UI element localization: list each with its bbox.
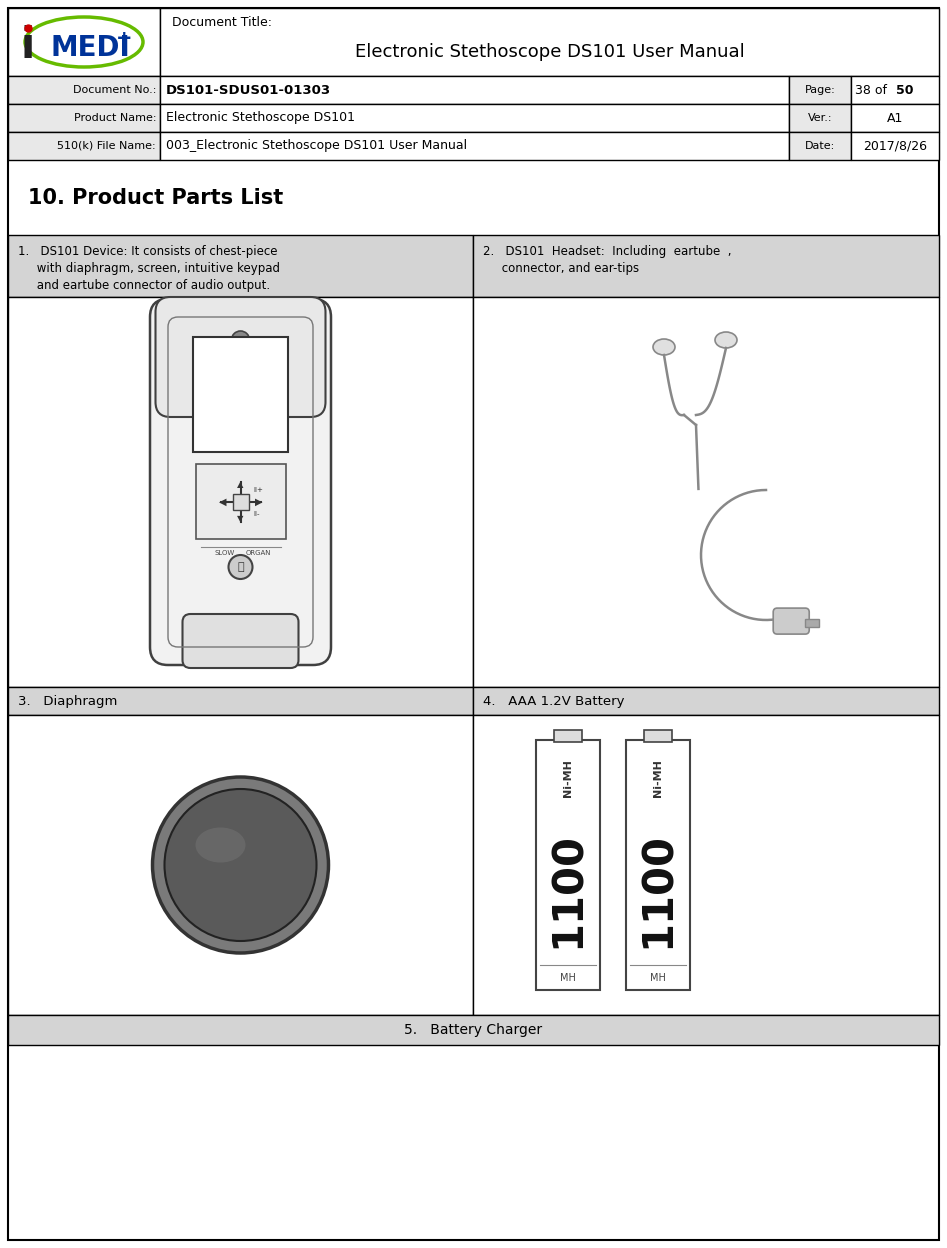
Bar bbox=[554, 730, 582, 743]
Text: Page:: Page: bbox=[805, 85, 835, 95]
Text: 5.   Battery Charger: 5. Battery Charger bbox=[404, 1023, 543, 1037]
Circle shape bbox=[231, 331, 249, 349]
Text: Electronic Stethoscope DS101: Electronic Stethoscope DS101 bbox=[166, 111, 355, 125]
Text: connector, and ear-tips: connector, and ear-tips bbox=[483, 262, 639, 275]
Text: 1.   DS101 Device: It consists of chest-piece: 1. DS101 Device: It consists of chest-pi… bbox=[18, 245, 277, 258]
Bar bbox=[851, 132, 939, 160]
Bar bbox=[789, 76, 851, 104]
Circle shape bbox=[165, 789, 316, 941]
Text: Document No.:: Document No.: bbox=[73, 85, 156, 95]
Bar bbox=[160, 104, 789, 132]
Bar bbox=[8, 235, 473, 297]
Text: 1100: 1100 bbox=[547, 832, 589, 948]
Bar bbox=[8, 1015, 939, 1045]
FancyBboxPatch shape bbox=[150, 300, 331, 665]
Text: 50: 50 bbox=[896, 84, 914, 96]
Text: 003_Electronic Stethoscope DS101 User Manual: 003_Electronic Stethoscope DS101 User Ma… bbox=[166, 140, 467, 152]
FancyBboxPatch shape bbox=[773, 608, 809, 634]
Text: +: + bbox=[116, 29, 133, 47]
Bar bbox=[233, 493, 248, 509]
Ellipse shape bbox=[715, 332, 737, 348]
FancyBboxPatch shape bbox=[155, 297, 326, 417]
Bar bbox=[8, 297, 473, 686]
Bar bbox=[8, 76, 160, 104]
Text: Electronic Stethoscope DS101 User Manual: Electronic Stethoscope DS101 User Manual bbox=[354, 44, 744, 61]
Text: ▶: ▶ bbox=[255, 497, 262, 507]
Bar bbox=[195, 464, 285, 539]
Bar bbox=[473, 715, 939, 1015]
Bar bbox=[8, 7, 160, 76]
Bar bbox=[805, 619, 819, 626]
Text: 2017/8/26: 2017/8/26 bbox=[863, 140, 927, 152]
Text: ▼: ▼ bbox=[238, 514, 243, 523]
Text: MH: MH bbox=[560, 973, 576, 983]
Text: Product Name:: Product Name: bbox=[74, 114, 156, 124]
Text: II-: II- bbox=[254, 510, 260, 517]
Text: ORGAN: ORGAN bbox=[246, 550, 271, 557]
Bar bbox=[536, 740, 600, 990]
Text: Ni-MH: Ni-MH bbox=[653, 759, 663, 797]
Text: Document Title:: Document Title: bbox=[172, 15, 272, 29]
Bar bbox=[8, 715, 473, 1015]
Text: II+: II+ bbox=[254, 487, 263, 493]
Bar bbox=[160, 76, 789, 104]
Bar bbox=[789, 104, 851, 132]
Bar bbox=[789, 132, 851, 160]
Text: ⏻: ⏻ bbox=[237, 562, 243, 572]
Text: ◀: ◀ bbox=[219, 497, 226, 507]
Text: A1: A1 bbox=[886, 111, 903, 125]
FancyBboxPatch shape bbox=[183, 614, 298, 668]
Text: ▲: ▲ bbox=[238, 480, 243, 489]
Ellipse shape bbox=[653, 339, 675, 354]
Bar bbox=[8, 686, 473, 715]
Bar bbox=[626, 740, 690, 990]
Bar bbox=[8, 132, 160, 160]
Circle shape bbox=[152, 778, 329, 953]
Text: 2.   DS101  Headset:  Including  eartube  ,: 2. DS101 Headset: Including eartube , bbox=[483, 245, 731, 258]
Ellipse shape bbox=[195, 827, 245, 862]
Bar bbox=[851, 104, 939, 132]
Text: and eartube connector of audio output.: and eartube connector of audio output. bbox=[18, 280, 270, 292]
Text: MH: MH bbox=[650, 973, 666, 983]
Text: 4.   AAA 1.2V Battery: 4. AAA 1.2V Battery bbox=[483, 694, 624, 708]
Text: Ver.:: Ver.: bbox=[808, 114, 832, 124]
Text: 3.   Diaphragm: 3. Diaphragm bbox=[18, 694, 117, 708]
Text: 38 of: 38 of bbox=[855, 84, 891, 96]
Text: 510(k) File Name:: 510(k) File Name: bbox=[58, 141, 156, 151]
Bar bbox=[644, 730, 672, 743]
Text: MEDI: MEDI bbox=[50, 34, 130, 62]
Text: with diaphragm, screen, intuitive keypad: with diaphragm, screen, intuitive keypad bbox=[18, 262, 280, 275]
Text: i: i bbox=[21, 25, 35, 67]
Text: Ni-MH: Ni-MH bbox=[563, 759, 573, 797]
Bar bbox=[193, 337, 288, 452]
Text: SLOW: SLOW bbox=[214, 550, 235, 557]
Text: DS101-SDUS01-01303: DS101-SDUS01-01303 bbox=[166, 84, 331, 96]
Bar bbox=[160, 7, 939, 76]
Text: 10. Product Parts List: 10. Product Parts List bbox=[28, 188, 283, 208]
Bar bbox=[160, 132, 789, 160]
Bar bbox=[473, 297, 939, 686]
Text: Date:: Date: bbox=[805, 141, 835, 151]
Bar bbox=[8, 104, 160, 132]
Bar bbox=[473, 686, 939, 715]
Bar bbox=[473, 235, 939, 297]
Bar bbox=[851, 76, 939, 104]
Circle shape bbox=[228, 555, 253, 579]
Text: 1100: 1100 bbox=[637, 832, 679, 948]
